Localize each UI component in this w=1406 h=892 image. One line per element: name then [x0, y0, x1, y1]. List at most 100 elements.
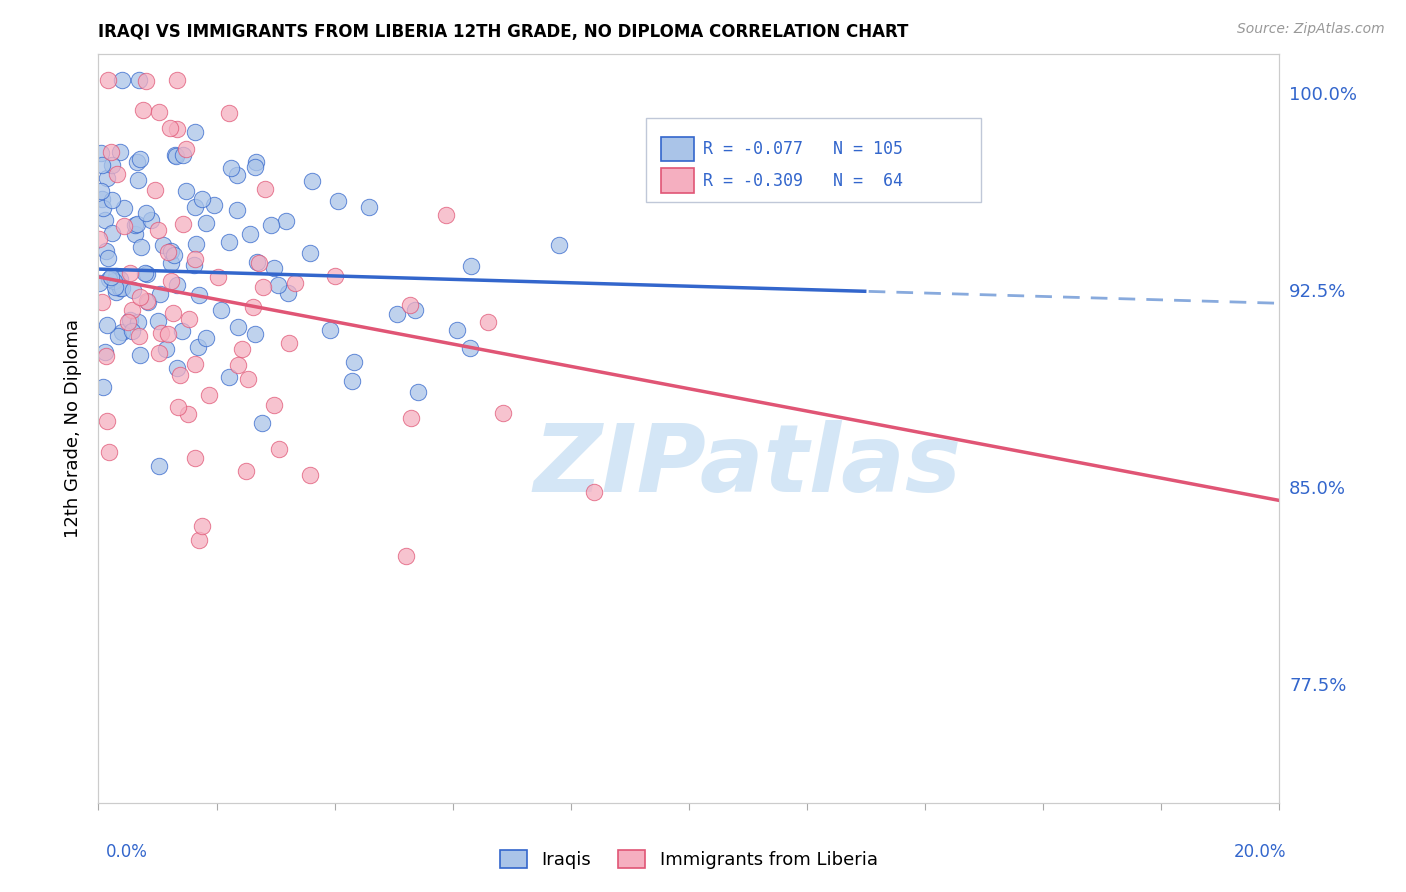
Point	[385, 307, 408, 321]
Point	[100, 145, 122, 160]
Point	[188, 287, 211, 301]
Point	[139, 213, 162, 227]
Point	[90, 184, 112, 198]
Point	[460, 260, 482, 274]
Point	[226, 202, 249, 217]
Point	[101, 226, 124, 240]
Text: Source: ZipAtlas.com: Source: ZipAtlas.com	[1237, 22, 1385, 37]
Point	[160, 256, 183, 270]
Point	[326, 194, 349, 208]
Point	[247, 256, 270, 270]
Point	[135, 206, 157, 220]
Point	[250, 417, 273, 431]
Point	[100, 158, 122, 172]
Point	[134, 266, 156, 280]
Point	[136, 295, 159, 310]
Point	[112, 201, 135, 215]
Text: IRAQI VS IMMIGRANTS FROM LIBERIA 12TH GRADE, NO DIPLOMA CORRELATION CHART: IRAQI VS IMMIGRANTS FROM LIBERIA 12TH GR…	[98, 23, 908, 41]
Point	[111, 325, 134, 339]
Point	[252, 280, 274, 294]
Point	[127, 172, 149, 186]
Point	[129, 348, 152, 362]
Point	[146, 314, 169, 328]
Point	[172, 148, 194, 162]
Point	[100, 270, 122, 285]
Point	[146, 222, 169, 236]
Point	[94, 244, 117, 258]
Point	[120, 312, 142, 326]
Point	[103, 279, 125, 293]
Point	[149, 326, 172, 340]
Point	[121, 324, 143, 338]
Point	[159, 244, 181, 259]
Point	[107, 328, 129, 343]
Point	[235, 464, 257, 478]
Point	[323, 268, 346, 283]
Point	[174, 142, 197, 156]
Point	[166, 72, 188, 87]
Point	[583, 485, 606, 500]
Point	[97, 251, 120, 265]
Point	[184, 450, 207, 465]
Point	[277, 286, 299, 301]
Point	[231, 342, 253, 356]
Point	[260, 219, 283, 233]
Point	[143, 183, 166, 197]
Point	[128, 328, 150, 343]
Point	[458, 341, 481, 355]
Point	[245, 155, 267, 169]
Point	[207, 269, 229, 284]
Point	[477, 315, 499, 329]
Point	[167, 401, 190, 415]
Text: 20.0%: 20.0%	[1234, 843, 1286, 861]
Point	[122, 283, 145, 297]
Point	[218, 369, 240, 384]
Point	[184, 125, 207, 139]
Point	[243, 327, 266, 342]
Point	[149, 287, 172, 301]
Point	[136, 294, 159, 309]
Point	[148, 346, 170, 360]
Point	[174, 184, 197, 198]
Point	[105, 285, 128, 299]
Point	[127, 315, 149, 329]
Point	[242, 300, 264, 314]
Point	[90, 145, 112, 160]
Point	[165, 149, 187, 163]
Point	[446, 323, 468, 337]
Point	[177, 311, 200, 326]
Point	[117, 315, 139, 329]
Point	[319, 323, 342, 337]
Point	[274, 214, 297, 228]
Point	[246, 254, 269, 268]
Point	[94, 213, 117, 227]
Point	[103, 274, 125, 288]
Point	[156, 245, 179, 260]
Point	[298, 246, 321, 260]
Point	[148, 459, 170, 474]
Point	[172, 217, 194, 231]
Point	[267, 442, 290, 457]
Point	[105, 167, 128, 181]
Point	[239, 227, 262, 242]
Point	[301, 174, 323, 188]
Point	[263, 398, 285, 412]
Point	[94, 349, 117, 363]
Point	[183, 258, 205, 272]
Point	[359, 200, 381, 214]
Point	[219, 161, 242, 176]
Point	[184, 200, 207, 214]
Point	[263, 261, 285, 276]
Point	[135, 267, 157, 281]
Point	[96, 171, 118, 186]
Point	[124, 227, 146, 241]
Point	[96, 318, 118, 333]
Point	[152, 238, 174, 252]
Point	[118, 266, 141, 280]
Point	[194, 216, 217, 230]
Point	[245, 161, 267, 175]
Text: ZIPatlas: ZIPatlas	[534, 419, 962, 512]
Point	[434, 208, 457, 222]
Point	[399, 411, 422, 425]
Point	[226, 168, 249, 182]
